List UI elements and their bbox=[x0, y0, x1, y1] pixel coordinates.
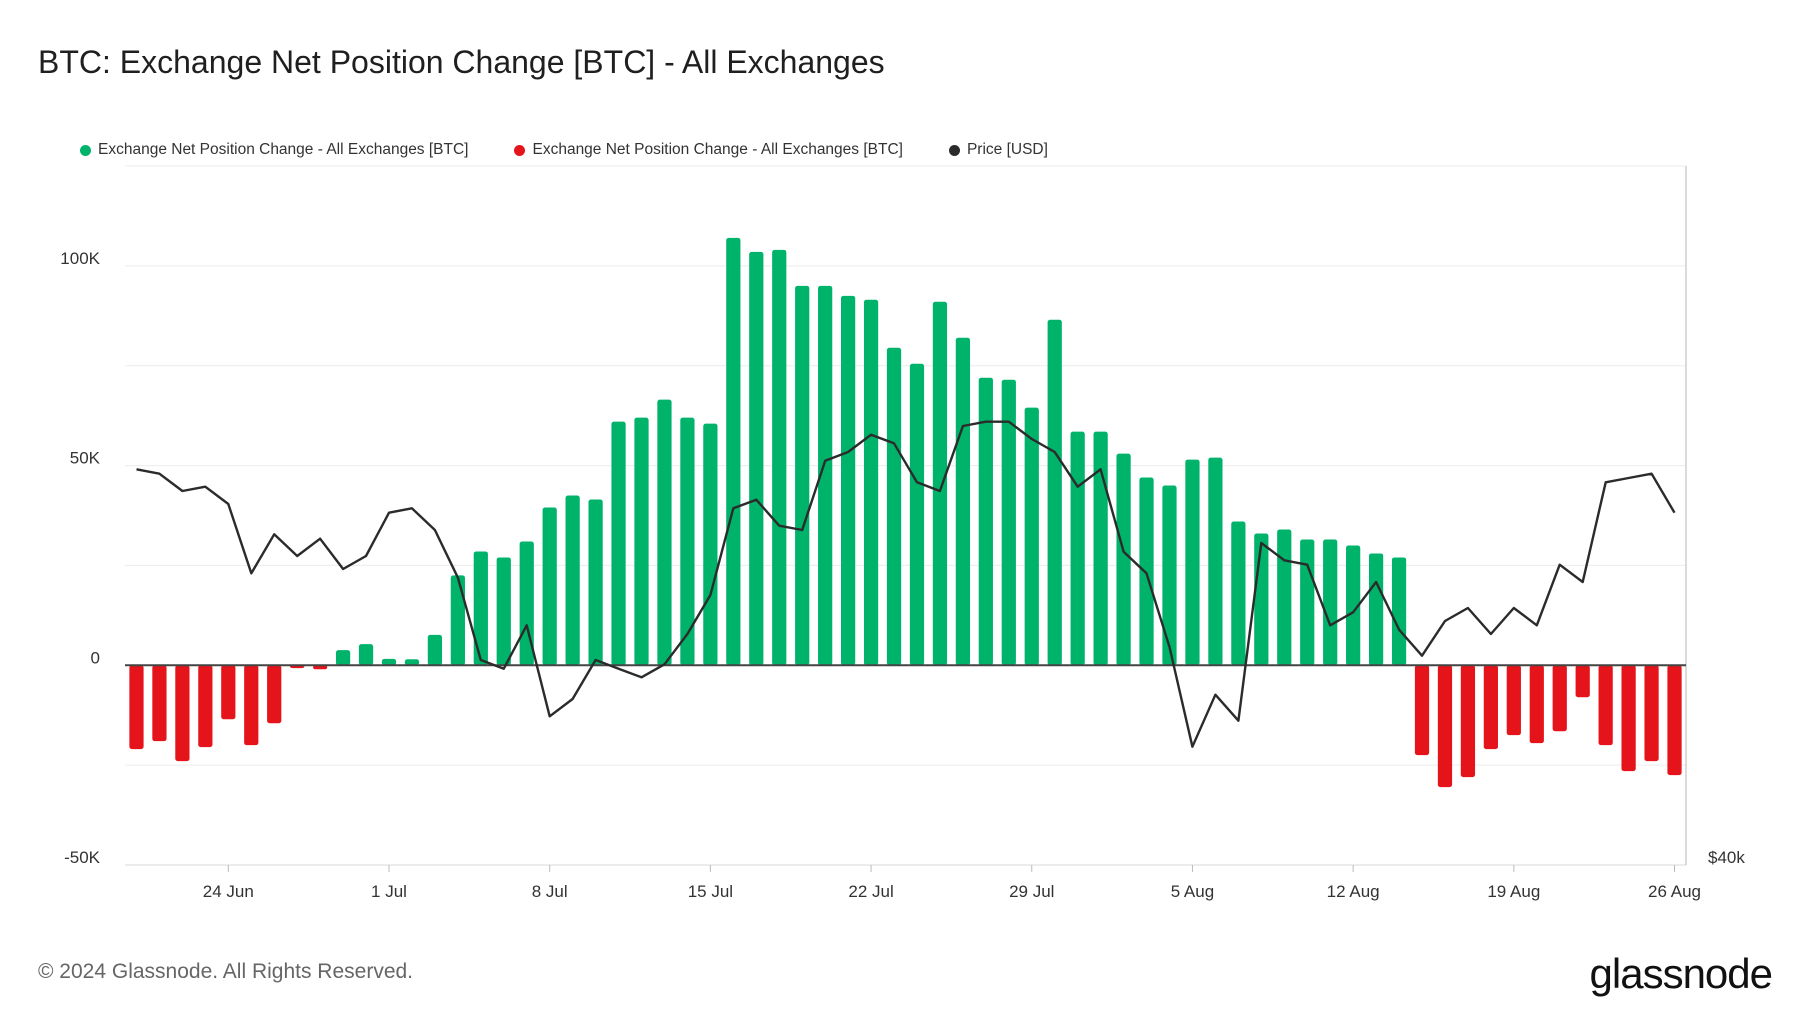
bar-positive bbox=[1300, 539, 1315, 666]
bar-positive bbox=[1093, 431, 1108, 666]
bar-positive bbox=[680, 417, 695, 666]
bar-negative bbox=[1437, 665, 1453, 788]
bar-positive bbox=[1185, 459, 1200, 666]
bar-positive bbox=[335, 650, 351, 666]
bar-negative bbox=[244, 665, 259, 746]
legend: Exchange Net Position Change - All Excha… bbox=[80, 141, 1048, 159]
bar-negative bbox=[1575, 665, 1590, 698]
bar-positive bbox=[450, 575, 465, 666]
x-tick-label: 12 Aug bbox=[1327, 882, 1380, 901]
bar-positive bbox=[1116, 453, 1131, 666]
bar-positive bbox=[726, 237, 741, 666]
legend-dot-red bbox=[514, 144, 526, 156]
y-tick-label: 100K bbox=[60, 249, 100, 268]
bar-positive bbox=[1346, 545, 1361, 666]
bar-positive bbox=[473, 551, 488, 666]
bar-negative bbox=[1621, 665, 1636, 772]
bar-positive bbox=[909, 363, 925, 666]
bar-negative bbox=[1414, 665, 1430, 756]
legend-label: Exchange Net Position Change - All Excha… bbox=[532, 141, 903, 158]
x-tick-label: 26 Aug bbox=[1648, 882, 1701, 901]
bar-positive bbox=[1231, 521, 1246, 666]
bar-positive bbox=[932, 301, 948, 666]
legend-dot-black bbox=[948, 144, 960, 156]
bar-positive bbox=[1254, 533, 1269, 666]
bar-negative bbox=[267, 665, 282, 724]
y2-tick-label: $40k bbox=[1708, 848, 1745, 867]
legend-item-outflow[interactable]: Exchange Net Position Change - All Excha… bbox=[514, 141, 903, 159]
bar-negative bbox=[1460, 665, 1476, 778]
bar-positive bbox=[703, 423, 718, 666]
bar-positive bbox=[358, 644, 374, 666]
bar-positive bbox=[1208, 457, 1223, 666]
bar-positive bbox=[542, 507, 557, 666]
bar-negative bbox=[198, 665, 213, 748]
legend-dot-green bbox=[80, 144, 91, 156]
bar-positive bbox=[611, 421, 626, 666]
x-tick-label: 1 Jul bbox=[371, 882, 407, 901]
y-tick-label: 0 bbox=[91, 648, 100, 667]
y-tick-label: -50K bbox=[64, 848, 101, 867]
bar-positive bbox=[634, 417, 649, 666]
bar-negative bbox=[129, 665, 144, 750]
bar-positive bbox=[404, 659, 420, 666]
bar-positive bbox=[795, 285, 810, 666]
x-tick-label: 22 Jul bbox=[848, 882, 893, 901]
bar-negative bbox=[152, 665, 167, 742]
x-tick-label: 8 Jul bbox=[532, 882, 568, 901]
y-tick-label: 50K bbox=[70, 449, 101, 468]
bar-positive bbox=[1391, 557, 1407, 666]
bar-positive bbox=[1139, 477, 1154, 666]
legend-item-price[interactable]: Price [USD] bbox=[948, 141, 1048, 159]
bar-positive bbox=[840, 295, 856, 666]
legend-label: Exchange Net Position Change - All Excha… bbox=[98, 141, 469, 158]
bar-positive bbox=[978, 377, 993, 666]
bar-positive bbox=[1162, 485, 1177, 666]
bar-negative bbox=[221, 665, 236, 720]
bar-positive bbox=[427, 634, 443, 666]
bar-positive bbox=[1323, 539, 1338, 666]
bar-negative bbox=[1552, 665, 1567, 732]
bar-positive bbox=[496, 557, 511, 666]
bar-negative bbox=[175, 665, 190, 762]
legend-label: Price [USD] bbox=[966, 141, 1048, 158]
bar-positive bbox=[565, 495, 580, 666]
bar-positive bbox=[1001, 379, 1016, 666]
x-tick-label: 19 Aug bbox=[1487, 882, 1540, 901]
bar-negative bbox=[1483, 665, 1498, 750]
bar-positive bbox=[1047, 319, 1062, 666]
legend-item-inflow[interactable]: Exchange Net Position Change - All Excha… bbox=[80, 141, 468, 159]
bar-negative bbox=[1506, 665, 1521, 736]
bar-negative bbox=[1598, 665, 1613, 746]
x-tick-label: 29 Jul bbox=[1009, 882, 1054, 901]
bar-negative bbox=[1644, 665, 1659, 762]
bar-positive bbox=[749, 251, 764, 666]
bar-negative bbox=[1529, 665, 1544, 744]
x-tick-label: 5 Aug bbox=[1171, 882, 1215, 901]
bar-positive bbox=[863, 299, 879, 666]
x-tick-label: 15 Jul bbox=[688, 882, 733, 901]
copyright-text: © 2024 Glassnode. All Rights Reserved. bbox=[38, 960, 414, 983]
bar-positive bbox=[818, 285, 833, 666]
chart-title: BTC: Exchange Net Position Change [BTC] … bbox=[38, 44, 885, 80]
bar-positive bbox=[381, 658, 397, 666]
bar-positive bbox=[886, 347, 902, 666]
bar-positive bbox=[772, 249, 787, 666]
bar-positive bbox=[1070, 431, 1085, 666]
price-line bbox=[136, 420, 1676, 748]
bar-positive bbox=[657, 399, 672, 666]
bar-negative bbox=[1667, 665, 1682, 776]
x-tick-label: 24 Jun bbox=[203, 882, 254, 901]
glassnode-logo: glassnode bbox=[1589, 950, 1773, 997]
bar-positive bbox=[1368, 553, 1384, 666]
bar-positive bbox=[588, 499, 603, 666]
bar-positive bbox=[1024, 407, 1039, 666]
bar-positive bbox=[955, 337, 971, 666]
bar-positive bbox=[1277, 529, 1292, 666]
